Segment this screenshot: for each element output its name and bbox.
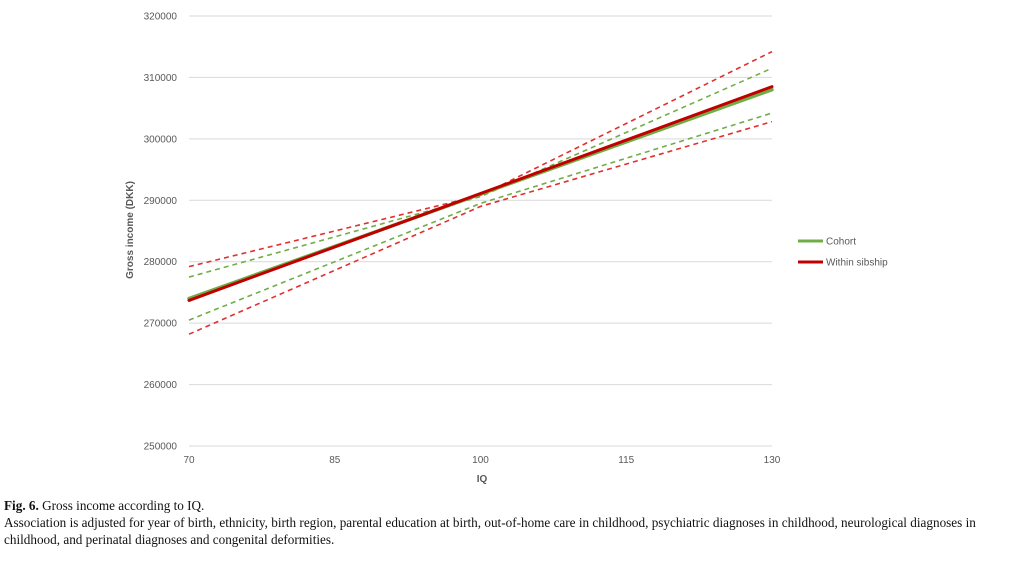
x-tick-label: 100 [472,455,489,466]
y-tick-label: 260000 [144,380,178,391]
figure-title: Gross income according to IQ. [42,498,205,513]
y-tick-label: 280000 [144,257,178,268]
confidence-line-lower [188,120,773,335]
x-tick-label: 115 [618,455,634,466]
figure-label: Fig. 6. [4,498,39,513]
legend: Cohort Within sibship [798,237,888,269]
y-tick-label: 290000 [144,196,178,207]
x-tick-label: 85 [329,455,341,466]
y-tick-label: 320000 [144,12,178,23]
chart: 250000 260000 270000 280000 290000 300000 3100… [125,12,888,486]
y-tick-label: 300000 [144,134,178,145]
gridlines [189,15,772,447]
x-axis-title: IQ [477,474,488,485]
x-axis-ticks: 70 85 100 115 130 [183,455,780,466]
confidence-line-lower [188,112,773,321]
y-tick-label: 250000 [144,442,178,453]
confidence-line-upper [188,50,773,268]
y-tick-label: 270000 [144,319,178,330]
x-tick-label: 70 [183,455,195,466]
y-axis-title: Gross income (DKK) [125,181,136,279]
series-lines [187,85,774,302]
confidence-line-upper [188,67,773,278]
legend-label: Within sibship [826,258,888,269]
legend-label: Cohort [826,237,856,248]
figure-note: Association is adjusted for year of birt… [4,515,976,547]
y-tick-label: 310000 [144,73,178,84]
y-axis-ticks: 250000 260000 270000 280000 290000 300000 3100… [144,12,178,453]
x-tick-label: 130 [764,455,781,466]
series-line-1 [187,85,774,302]
figure-caption: Fig. 6. Gross income according to IQ. As… [4,497,1020,548]
